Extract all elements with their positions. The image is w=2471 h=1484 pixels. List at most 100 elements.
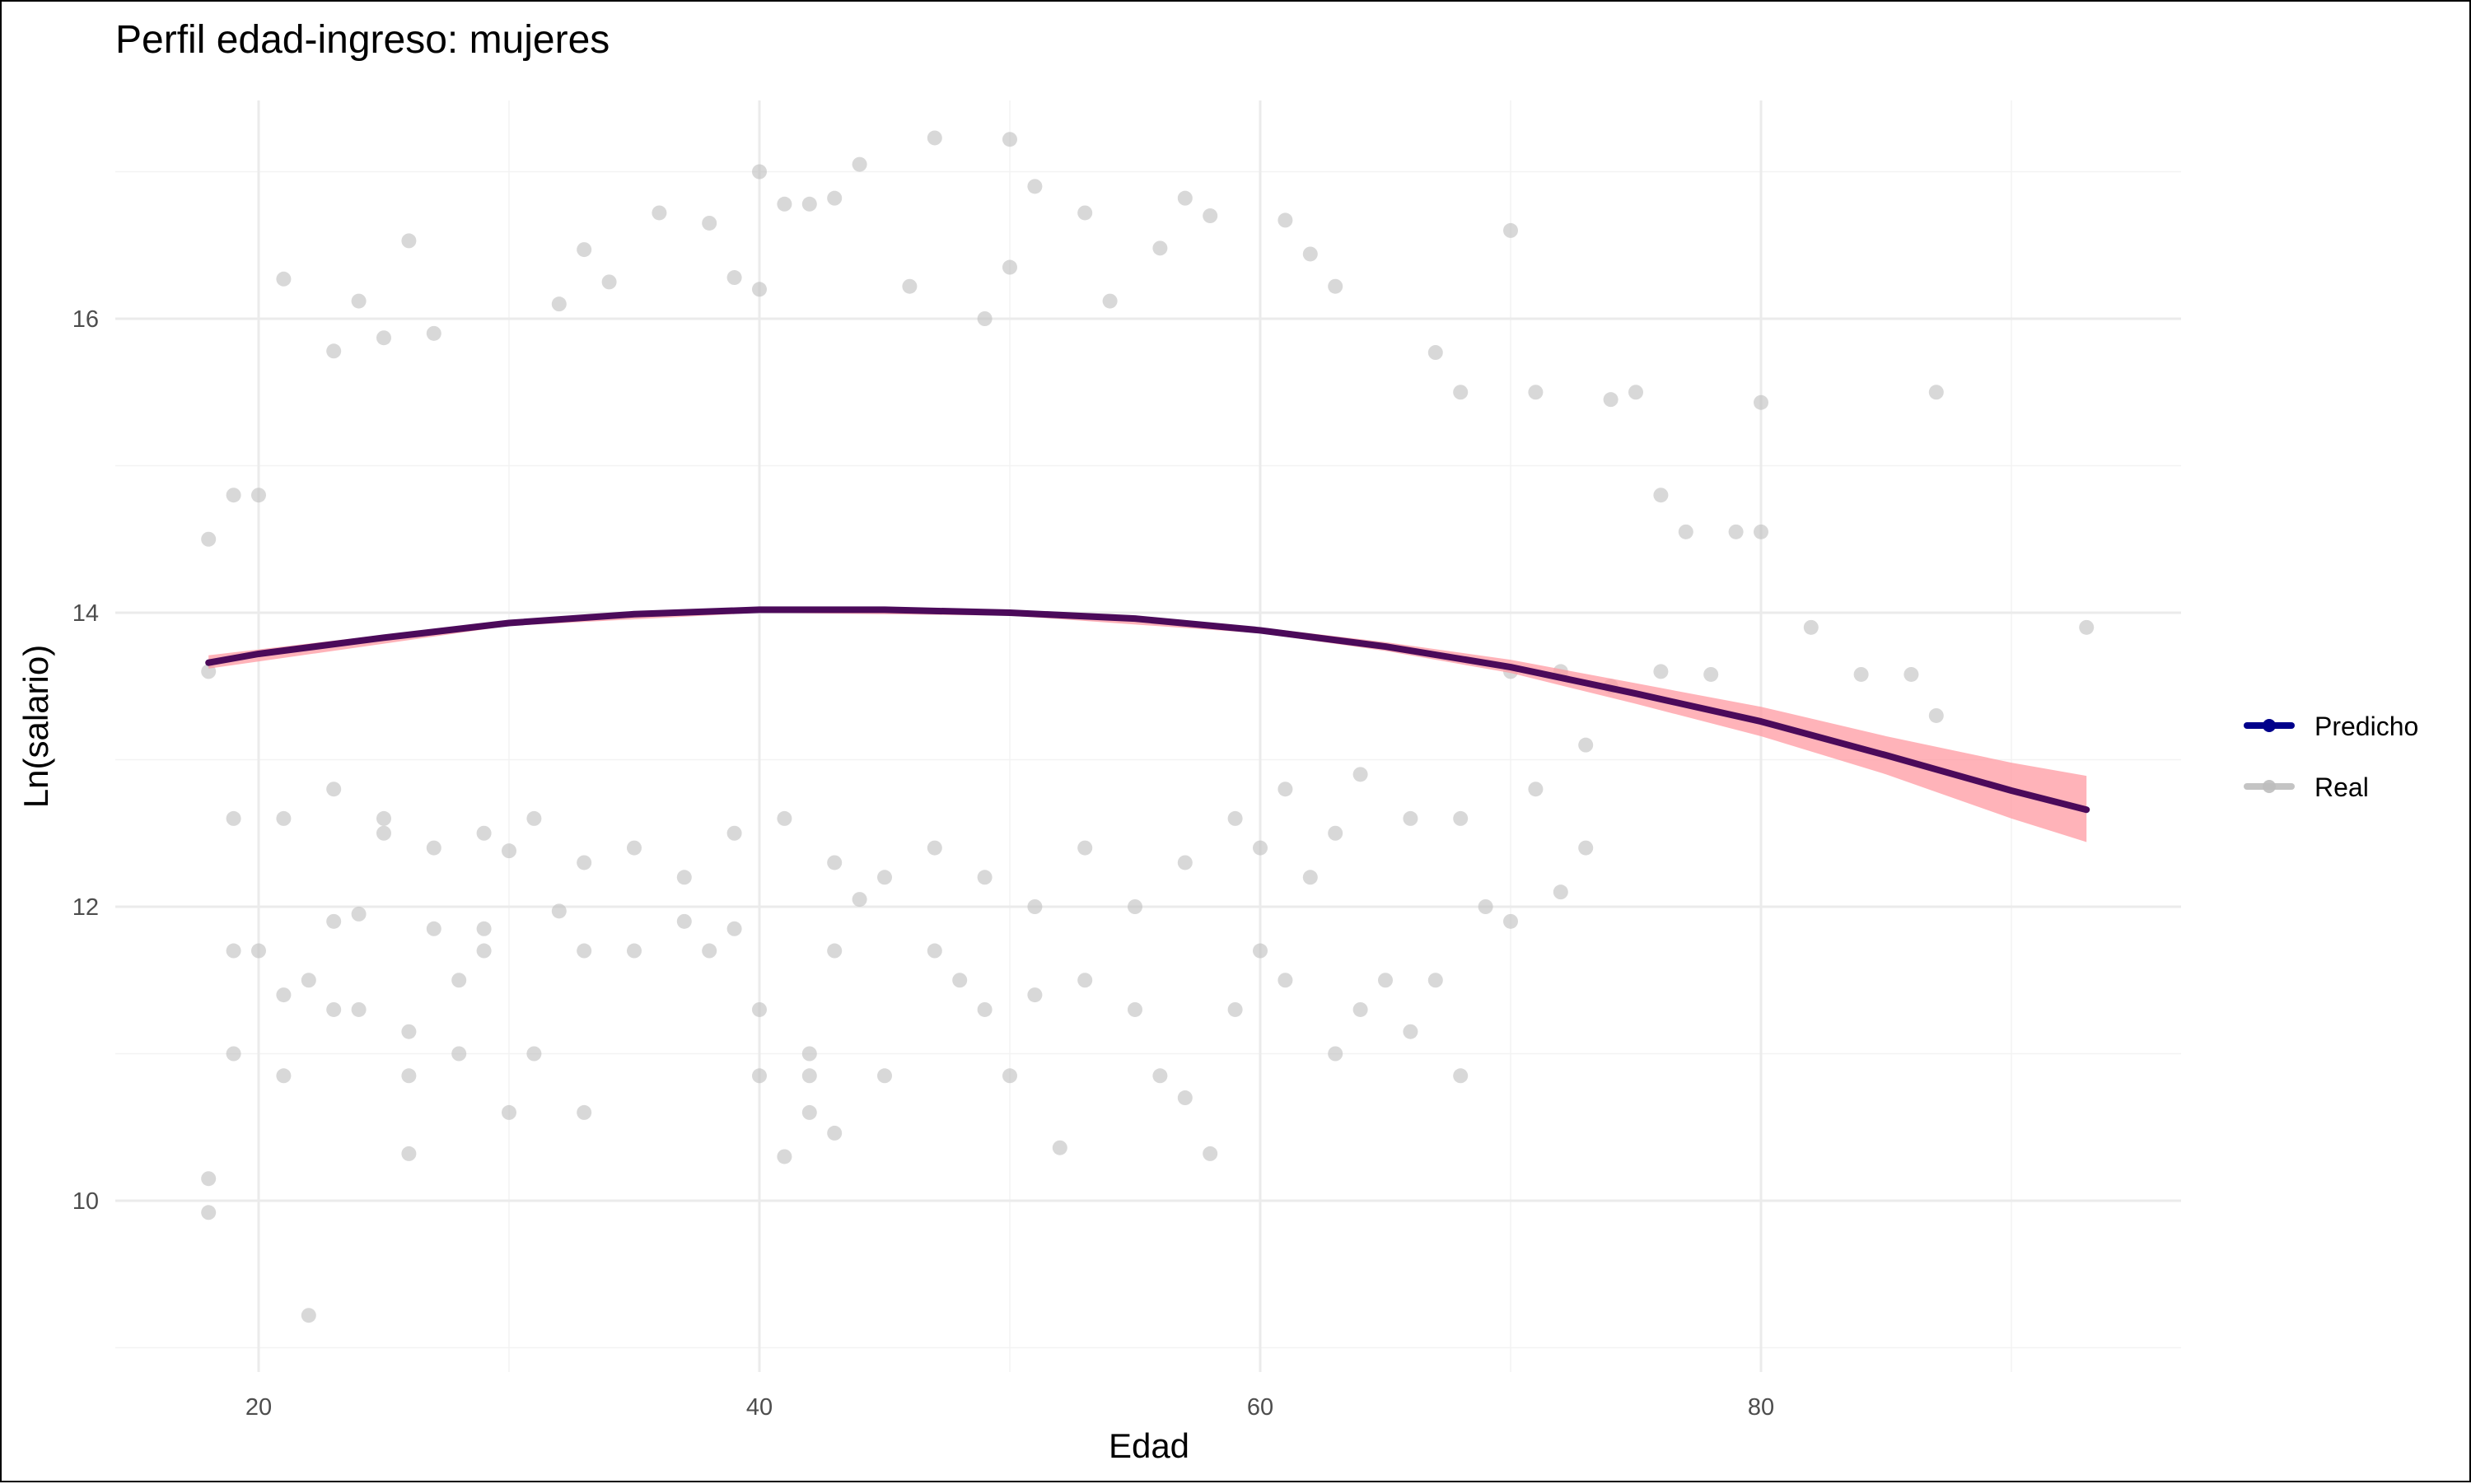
data-point-real (1754, 395, 1768, 410)
data-point-real (2079, 620, 2094, 635)
data-point-real (477, 922, 492, 936)
data-point-real (927, 130, 942, 145)
data-point-real (577, 855, 591, 870)
data-point-real (1528, 385, 1543, 399)
x-tick-label: 20 (245, 1394, 272, 1421)
data-point-real (376, 330, 391, 345)
legend-label-real: Real (2315, 772, 2369, 802)
data-point-real (326, 343, 341, 358)
data-point-real (427, 841, 441, 856)
data-point-real (902, 279, 917, 294)
data-point-real (1152, 240, 1167, 255)
y-tick-label: 10 (72, 1188, 99, 1215)
data-point-real (1027, 179, 1042, 194)
data-point-real (451, 973, 466, 987)
legend-key-real-dot (2263, 780, 2276, 793)
legend-item-real: Real (2247, 772, 2369, 802)
data-point-real (1578, 841, 1593, 856)
data-point-real (1403, 811, 1418, 826)
data-point-real (827, 855, 842, 870)
data-point-real (1403, 1024, 1418, 1039)
data-point-real (1553, 884, 1568, 899)
data-point-real (1178, 1090, 1193, 1105)
x-tick-label: 60 (1247, 1394, 1273, 1421)
data-point-real (477, 826, 492, 841)
data-point-real (276, 1068, 291, 1083)
data-point-real (552, 296, 567, 311)
data-point-real (577, 944, 591, 959)
data-point-real (877, 1068, 892, 1083)
data-point-real (727, 270, 742, 285)
data-point-real (577, 242, 591, 257)
data-point-real (978, 870, 993, 884)
legend: Predicho Real (2247, 712, 2418, 802)
data-point-real (1929, 708, 1944, 723)
data-point-real (1053, 1141, 1067, 1155)
data-point-real (1528, 782, 1543, 796)
data-point-real (802, 1047, 817, 1062)
data-point-real (401, 1068, 416, 1083)
data-point-real (251, 488, 266, 502)
data-point-real (427, 922, 441, 936)
data-point-real (627, 944, 642, 959)
data-point-real (1228, 811, 1243, 826)
data-point-real (352, 1002, 367, 1017)
data-point-real (1628, 385, 1643, 399)
data-point-real (1027, 899, 1042, 914)
y-tick-label: 12 (72, 894, 99, 921)
data-point-real (752, 165, 767, 180)
y-tick-label: 14 (72, 600, 99, 627)
data-point-real (1103, 294, 1118, 309)
data-point-real (552, 903, 567, 918)
data-point-real (677, 870, 692, 884)
data-point-real (1002, 132, 1017, 147)
data-point-real (1729, 525, 1744, 539)
data-point-real (727, 922, 742, 936)
data-point-real (201, 532, 216, 547)
chart-title: Perfil edad-ingreso: mujeres (115, 18, 610, 62)
data-point-real (652, 205, 666, 220)
data-point-real (376, 811, 391, 826)
data-point-real (577, 1105, 591, 1120)
data-point-real (227, 1047, 241, 1062)
data-point-real (1077, 205, 1092, 220)
data-point-real (1077, 973, 1092, 987)
data-point-real (1278, 973, 1292, 987)
data-point-real (602, 274, 617, 289)
legend-item-predicho: Predicho (2247, 712, 2418, 741)
data-point-real (802, 197, 817, 212)
data-point-real (1077, 841, 1092, 856)
data-point-real (1578, 738, 1593, 753)
data-point-real (952, 973, 967, 987)
data-point-real (276, 987, 291, 1002)
data-point-real (802, 1068, 817, 1083)
legend-key-predicho-dot (2263, 719, 2276, 732)
data-point-real (1278, 212, 1292, 227)
data-point-real (1002, 1068, 1017, 1083)
data-point-real (227, 488, 241, 502)
data-point-real (1854, 667, 1869, 682)
data-point-real (526, 1047, 541, 1062)
data-point-real (276, 272, 291, 287)
x-tick-label: 40 (746, 1394, 773, 1421)
predicted-series-line (208, 609, 2086, 810)
data-point-real (927, 944, 942, 959)
data-point-real (251, 944, 266, 959)
data-point-real (1353, 767, 1368, 782)
data-point-real (1253, 841, 1268, 856)
data-point-real (1128, 1002, 1142, 1017)
data-point-real (1002, 260, 1017, 275)
data-point-real (477, 944, 492, 959)
data-point-real (1929, 385, 1944, 399)
data-point-real (1428, 345, 1443, 360)
data-point-real (427, 326, 441, 341)
data-point-real (1503, 914, 1518, 929)
data-point-real (1328, 1047, 1343, 1062)
data-point-real (1152, 1068, 1167, 1083)
data-point-real (401, 1024, 416, 1039)
data-point-real (1303, 246, 1318, 261)
data-point-real (752, 1002, 767, 1017)
data-point-real (827, 1126, 842, 1141)
